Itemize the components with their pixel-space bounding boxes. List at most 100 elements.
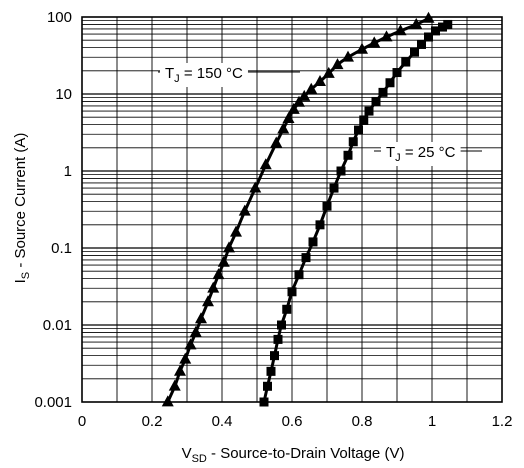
square-marker (315, 220, 325, 230)
square-marker (431, 26, 440, 36)
y-axis-label: IS - Source Current (A) (12, 133, 32, 284)
square-marker (322, 201, 332, 211)
square-marker (443, 19, 453, 29)
square-marker (273, 334, 283, 344)
series-label-25-background (381, 142, 461, 166)
series-label-150: TJ = 150 °C (158, 63, 300, 87)
square-marker (270, 351, 279, 361)
square-marker (401, 57, 411, 67)
y-tick-label: 1 (64, 163, 72, 180)
x-tick-label: 1.2 (492, 413, 513, 430)
square-marker (354, 125, 363, 135)
triangle-marker (322, 66, 335, 78)
x-axis-label: VSD - Source-to-Drain Voltage (V) (182, 445, 405, 465)
square-marker (277, 320, 286, 330)
triangle-marker (202, 295, 214, 307)
triangle-marker (238, 204, 251, 216)
triangle-marker (249, 181, 262, 193)
triangle-marker (287, 102, 300, 114)
triangle-marker (410, 17, 423, 29)
x-tick-label: 0.6 (282, 413, 303, 430)
triangle-marker (342, 50, 354, 62)
square-marker (424, 32, 433, 42)
square-marker (287, 287, 297, 297)
triangle-marker (293, 95, 305, 107)
square-marker (359, 115, 369, 125)
triangle-marker (174, 364, 186, 376)
y-axis-label-main: I (12, 279, 29, 283)
y-tick-labels: 0.001 0.01 0.1 1 10 100 (34, 9, 72, 411)
triangle-marker (168, 379, 181, 391)
x-tick-label: 0.4 (212, 413, 233, 430)
data-markers (161, 11, 453, 407)
square-marker (266, 366, 276, 376)
triangle-marker (277, 122, 290, 134)
x-tick-label: 0.8 (352, 413, 373, 430)
y-tick-label: 100 (47, 9, 72, 26)
series-label-150-sub: J (174, 73, 180, 85)
x-tick-label: 0.2 (142, 413, 163, 430)
y-tick-label: 0.1 (51, 240, 72, 257)
x-axis-label-sub: SD (192, 453, 207, 465)
series-label-25-sub: J (395, 152, 401, 164)
square-marker (417, 39, 426, 49)
y-axis-label-rest: - Source Current (A) (12, 133, 29, 272)
triangle-marker (189, 325, 202, 337)
series-label-25-t: T (386, 144, 395, 161)
square-marker (294, 270, 304, 280)
triangle-marker (331, 58, 344, 70)
triangle-marker (314, 74, 326, 86)
y-tick-label: 10 (55, 86, 72, 103)
series-label-25-value: = 25 °C (401, 144, 456, 161)
series-label-25-text: TJ = 25 °C (386, 144, 456, 164)
triangle-marker (270, 136, 283, 148)
square-marker (410, 47, 419, 57)
triangle-marker (207, 281, 220, 293)
square-marker (336, 166, 346, 176)
square-marker (392, 68, 402, 78)
triangle-marker (161, 395, 174, 407)
square-marker (371, 96, 381, 106)
triangle-marker (380, 30, 393, 42)
y-tick-label: 0.01 (43, 317, 72, 334)
x-tick-labels: 0 0.2 0.4 0.6 0.8 1 1.2 (78, 413, 513, 430)
triangle-marker (298, 89, 311, 101)
square-marker (282, 304, 292, 314)
triangle-marker (230, 225, 242, 237)
triangle-marker (223, 241, 235, 253)
x-axis-label-rest: - Source-to-Drain Voltage (V) (207, 445, 405, 462)
triangle-marker (212, 268, 225, 280)
square-marker (308, 237, 318, 247)
triangle-marker (356, 42, 368, 54)
triangle-marker (368, 36, 381, 48)
square-marker (329, 183, 339, 193)
triangle-marker (217, 255, 230, 267)
plot-frame (81, 16, 503, 403)
x-tick-label: 0 (78, 413, 86, 430)
triangle-marker (259, 158, 272, 170)
square-marker (438, 22, 447, 32)
triangle-marker (282, 111, 295, 123)
triangle-marker (305, 82, 318, 94)
square-marker (364, 106, 374, 116)
x-tick-label: 1 (428, 413, 436, 430)
series-label-150-text: TJ = 150 °C (165, 65, 243, 85)
series-label-150-background (160, 63, 248, 87)
series-label-150-t: T (165, 65, 174, 82)
y-axis-label-sub: S (20, 272, 32, 279)
triangle-marker (179, 352, 192, 364)
series-label-25: TJ = 25 °C (374, 142, 482, 166)
triangle-marker (394, 24, 407, 36)
triangle-marker (195, 312, 207, 324)
square-marker (385, 78, 395, 88)
triangle-marker (184, 338, 197, 350)
square-marker (348, 137, 358, 147)
square-marker (378, 87, 388, 97)
x-axis-label-main: V (182, 445, 192, 462)
y-tick-label: 0.001 (34, 394, 72, 411)
square-marker (301, 253, 311, 263)
square-marker (263, 381, 272, 391)
series-label-150-value: = 150 °C (180, 65, 243, 82)
